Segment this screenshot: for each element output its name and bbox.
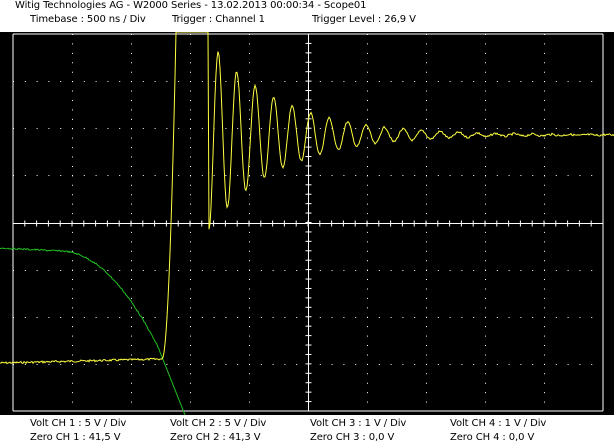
- ch3-zero-label: Zero CH 3 : 0,0 V: [310, 432, 395, 443]
- ch2-volt-label: Volt CH 2 : 5 V / Div: [170, 418, 267, 429]
- ch4-zero-label: Zero CH 4 : 0,0 V: [450, 432, 535, 443]
- ch4-volt-label: Volt CH 4 : 1 V / Div: [450, 418, 547, 429]
- ch2-zero-label: Zero CH 2 : 41,3 V: [170, 432, 261, 443]
- oscilloscope-screen: [0, 31, 614, 416]
- header-bar: Witig Technologies AG - W2000 Series - 1…: [0, 0, 614, 32]
- trigger-channel-label: Trigger : Channel 1: [172, 14, 265, 25]
- window-title: Witig Technologies AG - W2000 Series - 1…: [15, 0, 367, 11]
- timebase-label: Timebase : 500 ns / Div: [30, 14, 146, 25]
- scope-display: [0, 31, 614, 416]
- ch1-volt-label: Volt CH 1 : 5 V / Div: [30, 418, 127, 429]
- ch1-zero-label: Zero CH 1 : 41,5 V: [30, 432, 121, 443]
- trigger-level-label: Trigger Level : 26,9 V: [312, 14, 416, 25]
- ch1-trace: [0, 31, 614, 365]
- graticule-grid: [12, 33, 604, 412]
- ch3-volt-label: Volt CH 3 : 1 V / Div: [310, 418, 407, 429]
- footer-bar: Volt CH 1 : 5 V / Div Zero CH 1 : 41,5 V…: [0, 415, 614, 447]
- ch2-trace: [0, 247, 186, 416]
